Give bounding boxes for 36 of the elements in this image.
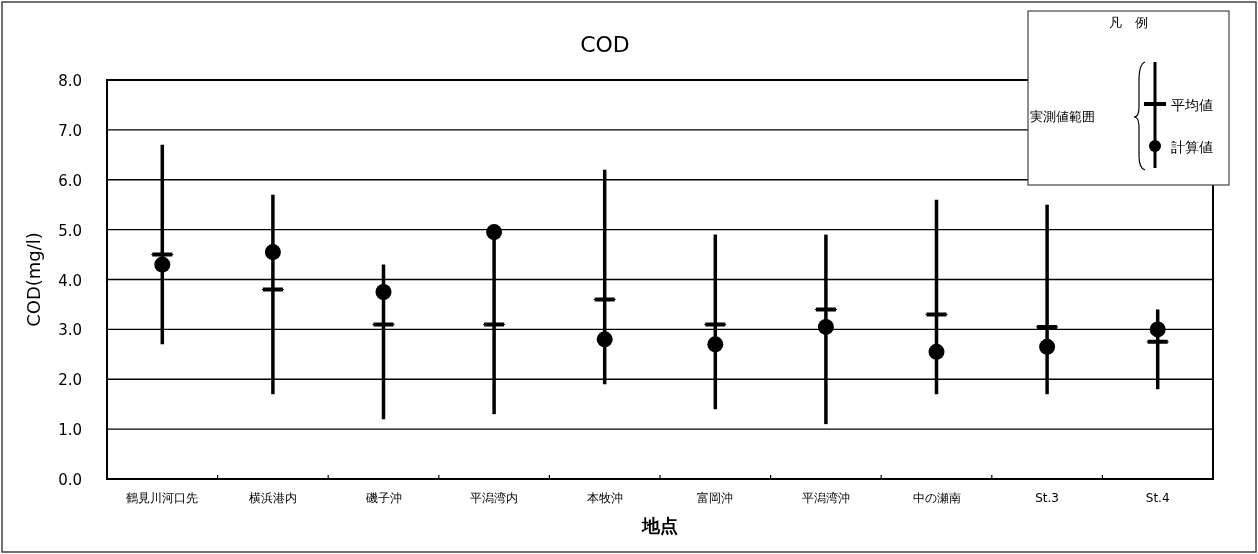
y-axis-title: COD(mg/l) bbox=[23, 232, 44, 327]
x-tick-label: St.3 bbox=[1035, 491, 1059, 505]
point bbox=[1039, 338, 1056, 355]
y-tick-label: 5.0 bbox=[58, 221, 82, 240]
x-tick-label: 平潟湾内 bbox=[470, 491, 519, 505]
y-tick-label: 0.0 bbox=[58, 471, 82, 489]
x-axis-title: 地点 bbox=[641, 515, 678, 536]
y-tick-label: 3.0 bbox=[58, 321, 82, 340]
y-tick-label: 2.0 bbox=[58, 371, 82, 390]
point bbox=[928, 343, 945, 360]
legend-title: 凡 例 bbox=[1108, 15, 1148, 30]
x-tick-label: 横浜港内 bbox=[248, 491, 297, 505]
point bbox=[264, 244, 281, 261]
y-tick-label: 8.0 bbox=[58, 72, 82, 90]
chart-title: COD bbox=[580, 32, 630, 57]
x-tick-label: 中の瀬南 bbox=[912, 491, 961, 505]
x-tick-label: 平潟湾沖 bbox=[801, 491, 850, 505]
annotation: 実測値範囲 bbox=[1030, 109, 1095, 124]
point bbox=[486, 224, 503, 241]
y-tick-label: 6.0 bbox=[58, 171, 82, 190]
point bbox=[707, 336, 724, 353]
y-tick-label: 1.0 bbox=[58, 421, 82, 440]
x-tick-label: 鶴見川河口先 bbox=[126, 491, 199, 505]
y-tick-label: 7.0 bbox=[58, 121, 82, 140]
point bbox=[1149, 321, 1166, 338]
y-tick-label: 4.0 bbox=[58, 271, 82, 290]
point bbox=[596, 331, 613, 348]
x-tick-label: 本牧沖 bbox=[586, 491, 623, 505]
legend-label: 平均値 bbox=[1171, 97, 1213, 113]
point bbox=[817, 318, 834, 335]
x-tick-label: 磯子沖 bbox=[364, 491, 402, 505]
x-tick-label: 富岡沖 bbox=[697, 491, 734, 505]
x-tick-label: St.4 bbox=[1145, 491, 1170, 505]
point bbox=[375, 283, 392, 300]
legend-label: 計算値 bbox=[1171, 139, 1213, 155]
point bbox=[154, 256, 171, 273]
